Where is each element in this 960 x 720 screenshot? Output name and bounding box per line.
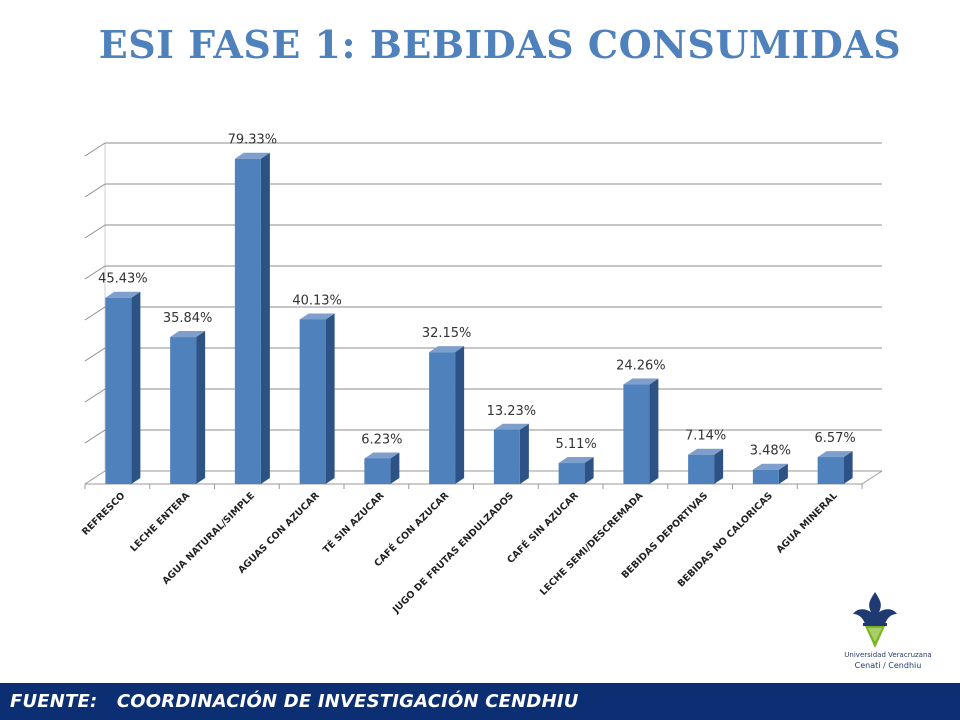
bar-top: [364, 452, 400, 459]
gridline-diagonal: [84, 142, 106, 157]
chart-gridlines: [84, 142, 883, 489]
data-label: 40.13%: [292, 293, 342, 308]
gridline-diagonal: [84, 265, 106, 280]
bar: [364, 458, 391, 484]
bar-side: [196, 331, 206, 484]
data-label: 7.14%: [685, 429, 726, 444]
bar-side: [778, 463, 788, 484]
university-logo-icon: [853, 592, 897, 648]
bar-top: [170, 331, 206, 338]
data-label: 79.33%: [228, 133, 278, 148]
x-tick-label: CAFÉ SIN AZUCAR: [504, 489, 581, 566]
x-tick-label: TÉ SIN AZUCAR: [320, 489, 387, 556]
bar-top: [493, 423, 529, 430]
x-tick-label: JUGO DE FRUTAS ENDULZADOS: [390, 490, 516, 616]
bar: [817, 457, 844, 484]
footer-bar: FUENTE: COORDINACIÓN DE INVESTIGACIÓN CE…: [0, 683, 960, 720]
logo-department: Cenati / Cendhiu: [854, 661, 922, 670]
bar-side: [843, 451, 853, 484]
bar: [688, 454, 715, 484]
bar: [429, 352, 456, 484]
bar: [752, 469, 779, 484]
bar-chart: 45.43% 35.84% 79.33% 40.13% 6.23% 32.15% 13.23…: [80, 133, 883, 616]
x-tick-label: CAFÉ CON AZUCAR: [372, 489, 452, 569]
chart-data-labels: 45.43% 35.84% 79.33% 40.13% 6.23% 32.15% 13.23…: [98, 133, 856, 459]
bar-side: [390, 452, 400, 484]
data-label: 24.26%: [616, 359, 666, 374]
bar-side: [260, 152, 270, 484]
data-label: 6.57%: [814, 431, 855, 446]
bar-side: [714, 448, 724, 484]
x-tick-label: REFRESCO: [80, 490, 127, 537]
bar-top: [688, 448, 724, 455]
bar: [623, 384, 650, 484]
bar-side: [649, 378, 659, 484]
bar: [105, 297, 132, 484]
x-tick-label: LECHE SEMI/DESCREMADA: [538, 490, 646, 598]
gridline-diagonal: [84, 388, 106, 403]
x-tick-label: LECHE ENTERA: [128, 490, 192, 554]
bar: [170, 337, 197, 484]
data-label: 6.23%: [361, 432, 402, 447]
gridline-diagonal: [84, 429, 106, 444]
bar-side: [455, 346, 465, 484]
footer-source: FUENTE: COORDINACIÓN DE INVESTIGACIÓN CE…: [10, 691, 579, 712]
logo-university-name: Universidad Veracruzana: [844, 651, 932, 659]
bar-top: [105, 291, 141, 298]
bar-top: [299, 313, 335, 320]
bar-side: [584, 457, 594, 484]
gridline-diagonal: [84, 306, 106, 321]
bar-top: [234, 152, 270, 159]
bar-top: [558, 457, 594, 464]
bar: [234, 158, 261, 484]
bar: [493, 429, 520, 484]
data-label: 13.23%: [487, 404, 537, 419]
bar-side: [325, 313, 335, 484]
gridline-diagonal: [84, 347, 106, 362]
data-label: 5.11%: [555, 437, 596, 452]
gridline-diagonal: [84, 183, 106, 198]
bar: [558, 463, 585, 484]
bar-side: [519, 423, 529, 484]
floor-right-edge: [861, 470, 883, 485]
data-label: 32.15%: [422, 326, 472, 341]
bar-side: [131, 291, 141, 484]
bar-top: [817, 451, 853, 458]
data-label: 35.84%: [163, 311, 213, 326]
page-title: ESI FASE 1: BEBIDAS CONSUMIDAS: [98, 22, 902, 67]
x-tick-label: AGUA MINERAL: [774, 490, 839, 555]
bar-top: [623, 378, 659, 385]
chart-bars: [105, 152, 853, 484]
gridline-diagonal: [84, 470, 106, 485]
gridline-diagonal: [84, 224, 106, 239]
data-label: 45.43%: [98, 272, 148, 287]
bar: [299, 319, 326, 484]
bar-top: [752, 463, 788, 470]
bar-top: [429, 346, 465, 353]
data-label: 3.48%: [750, 444, 791, 459]
